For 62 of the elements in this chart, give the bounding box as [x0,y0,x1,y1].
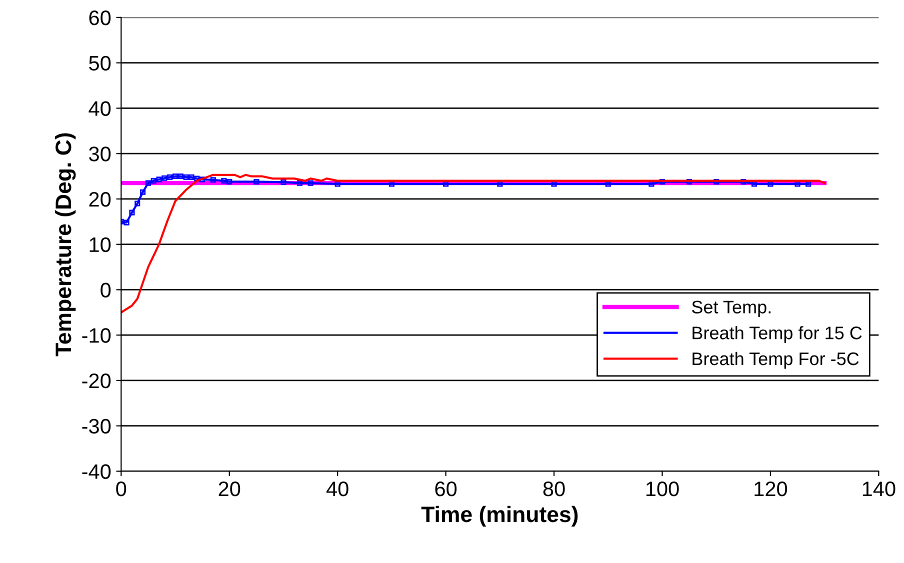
point [686,178,692,184]
y-tick-label: 60 [89,10,111,26]
y-tick-label: 0 [100,282,111,298]
point [200,176,206,182]
point [280,179,286,185]
point [648,181,654,187]
x-tick-label: 140 [862,482,896,496]
x-tick-label: 40 [326,482,348,496]
point [167,174,173,180]
point [210,177,216,183]
y-tick-label: -20 [82,373,111,388]
point [134,200,140,206]
y-axis-title: Temperature (Deg. C) [54,133,76,356]
point [296,180,302,186]
x-tick-label: 100 [646,482,679,496]
point [156,176,162,182]
y-tick-label: 20 [89,192,111,207]
point [124,220,130,226]
y-tick-label: -30 [82,418,111,434]
legend-label: Breath Temp For -5C [692,352,859,369]
y-tick-label: 40 [88,101,111,116]
point [162,175,168,181]
point [172,173,178,180]
point [226,178,232,184]
y-tick-label: -40 [82,464,111,479]
point [751,181,758,187]
point [150,178,156,184]
line-series [121,173,812,226]
point [714,178,720,184]
point [659,178,666,184]
x-tick-label: 80 [543,482,565,496]
point [140,189,146,195]
point [497,181,503,187]
point [194,176,200,182]
legend-label: Set Temp. [692,300,770,318]
point [794,181,800,187]
point [388,181,394,187]
y-tick-label: 10 [90,237,111,252]
point [308,180,314,186]
point [443,181,449,187]
x-tick-label: 20 [218,482,240,496]
y-tick-label: -10 [82,328,111,343]
point [183,174,189,180]
point [145,180,151,186]
point [605,181,611,187]
x-tick-label: 0 [116,482,126,496]
legend-label: Breath Temp for 15 C [692,326,862,343]
point [334,181,340,187]
point [129,210,135,216]
point [221,178,227,184]
point [178,173,184,180]
x-tick-label: 60 [435,482,457,496]
y-tick-label: 30 [89,146,111,162]
point [551,181,557,187]
point [188,174,194,180]
x-axis-title: Time (minutes) [421,506,578,527]
point [740,178,746,184]
y-tick-label: 50 [89,56,111,71]
point [254,178,260,184]
point [768,181,774,187]
point [806,181,812,187]
x-tick-label: 120 [754,482,788,496]
